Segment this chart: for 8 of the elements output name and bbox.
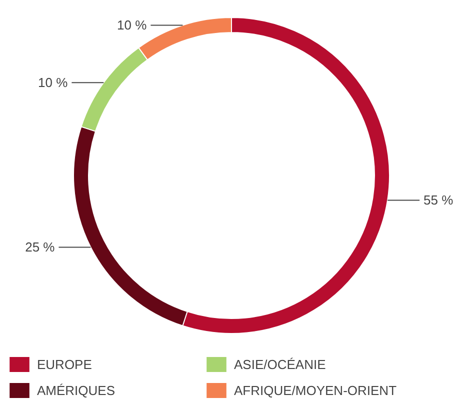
legend-label: AFRIQUE/MOYEN-ORIENT [234, 382, 397, 398]
data-label: 55 % [424, 192, 454, 208]
data-label: 25 % [25, 240, 56, 255]
data-label: 10 % [38, 75, 68, 90]
legend-label: AMÉRIQUES [37, 382, 116, 398]
legend-label: EUROPE [37, 356, 93, 372]
data-label: 10 % [117, 18, 148, 33]
legend-label: ASIE/OCÉANIE [234, 356, 327, 372]
